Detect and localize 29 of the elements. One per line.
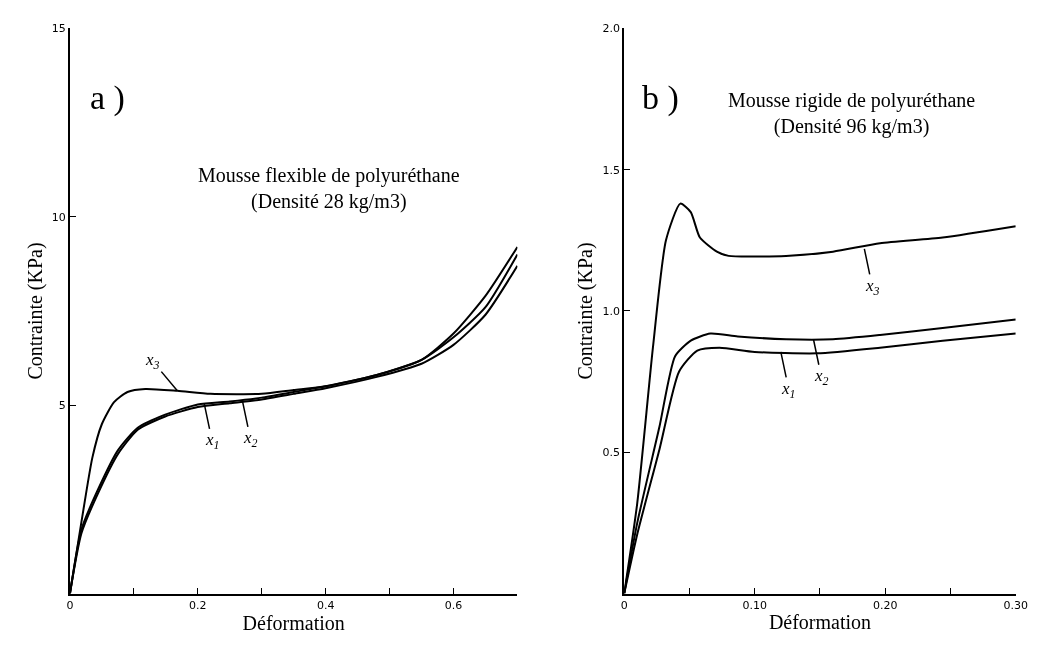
y-axis-title: Contrainte (KPa)	[23, 242, 47, 380]
x-tick-label: 0.10	[742, 598, 767, 612]
annotation: x$_{1}$	[781, 379, 796, 401]
annotation: b )	[642, 79, 679, 117]
y-axis-title: Contrainte (KPa)	[574, 242, 598, 380]
y-tick-label: 10	[51, 210, 66, 224]
x-tick-label: 0.20	[872, 598, 898, 612]
annotation: x$_{2}$	[814, 366, 829, 388]
text: Mousse rigide de polyuréthane (Densité 96 kg/m3)	[728, 89, 976, 138]
x-tick-label: 0	[66, 598, 74, 612]
annotation: a )	[90, 79, 125, 117]
x-tick-label: 0.4	[316, 598, 335, 612]
annotation: x$_{2}$	[243, 428, 258, 450]
x-tick-label: 0	[620, 598, 628, 612]
annotation: x$_{3}$	[865, 276, 880, 298]
y-tick-label: 2.0	[602, 22, 620, 36]
y-tick-label: 1.0	[602, 304, 620, 318]
x-tick-label: 0.2	[189, 598, 207, 612]
x-tick-label: 0.30	[1003, 598, 1028, 612]
y-tick-label: 1.5	[602, 163, 620, 177]
annotation: x$_{3}$	[145, 350, 160, 372]
annotation: x$_{1}$	[205, 430, 220, 452]
y-tick-label: 0.5	[602, 446, 620, 460]
y-tick-label: 15	[51, 22, 66, 36]
text: Mousse flexible de polyuréthane (Densité 28 kg/m3)	[198, 164, 460, 213]
x-axis-title: Déformation	[768, 610, 872, 633]
x-axis-title: Déformation	[242, 611, 345, 634]
y-tick-label: 5	[58, 399, 66, 413]
x-tick-label: 0.6	[444, 598, 463, 612]
